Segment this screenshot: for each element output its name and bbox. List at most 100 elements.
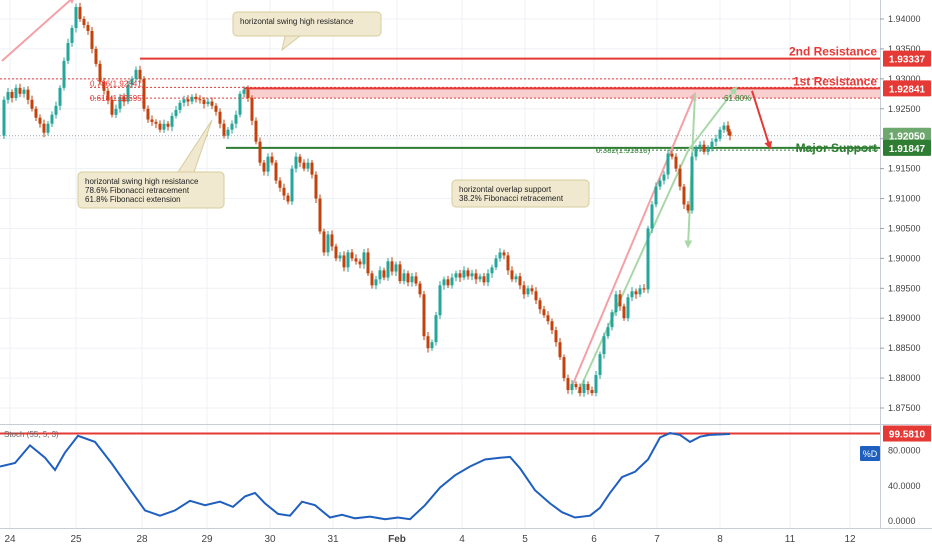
time-tick-label: 29 xyxy=(201,534,213,545)
candle-body xyxy=(630,291,634,298)
candle-body xyxy=(30,99,34,109)
candle-body xyxy=(682,186,686,205)
time-tick-label: 30 xyxy=(264,534,276,545)
price-tick-label: 1.88500 xyxy=(888,343,921,353)
candle-body xyxy=(434,315,438,343)
candle-body xyxy=(570,384,574,391)
candle-body xyxy=(186,99,190,102)
fib-ext-label: 61.80% xyxy=(724,94,751,103)
candle-body xyxy=(230,123,234,130)
candle-body xyxy=(318,198,322,232)
stoch-tick-label: 80.0000 xyxy=(888,446,921,456)
callout-top: horizontal swing high resistance xyxy=(232,11,382,52)
candle-body xyxy=(394,264,398,272)
candle-body xyxy=(218,111,222,124)
candle-body xyxy=(522,285,526,295)
candle-body xyxy=(98,63,102,82)
candle-body xyxy=(254,120,258,142)
candle-body xyxy=(722,125,726,130)
projection-arrow xyxy=(751,90,773,150)
fib-618-label: 0.618(1.92695) xyxy=(90,94,145,103)
candle-body xyxy=(270,156,274,163)
callout-text: 78.6% Fibonacci retracement xyxy=(85,186,190,195)
callout-box xyxy=(77,171,225,209)
price-tick-label: 1.91500 xyxy=(888,164,921,174)
stoch-level-value: 99.5810 xyxy=(889,430,926,441)
candle-body xyxy=(54,105,58,115)
candle-body xyxy=(138,69,142,79)
candle-body xyxy=(510,270,514,280)
candle-body xyxy=(538,300,542,310)
candle-body xyxy=(594,375,598,394)
candle-body xyxy=(242,89,246,94)
candle-body xyxy=(450,277,454,286)
fib-ext-arrow-4 xyxy=(687,86,738,152)
price-badge-r2 xyxy=(883,50,931,67)
candle-body xyxy=(262,162,266,172)
candle-body xyxy=(442,279,446,286)
candle-body xyxy=(406,273,410,283)
callout-box xyxy=(232,11,382,37)
time-tick-label: 4 xyxy=(459,534,465,545)
candlestick-series xyxy=(2,2,732,397)
candle-body xyxy=(590,390,594,394)
candle-body xyxy=(338,255,342,259)
candle-body xyxy=(74,7,78,28)
candle-body xyxy=(382,270,386,278)
candle-body xyxy=(674,156,678,169)
time-tick-label: Feb xyxy=(388,534,406,545)
candle-body xyxy=(122,96,126,102)
candle-body xyxy=(690,156,694,211)
candle-body xyxy=(154,121,158,124)
candle-body xyxy=(118,96,122,109)
price-badge-value: 1.93337 xyxy=(889,55,926,66)
candle-body xyxy=(534,291,538,301)
candle-body xyxy=(446,279,450,286)
stoch-label: Stoch (55, 5, 3) xyxy=(4,430,59,439)
price-badge-value: 1.92841 xyxy=(889,84,926,95)
candle-body xyxy=(526,288,530,295)
candle-body xyxy=(14,87,18,98)
callout-text: 38.2% Fibonacci retracement xyxy=(459,194,564,203)
time-tick-label: 28 xyxy=(136,534,148,545)
price-tick-label: 1.88000 xyxy=(888,373,921,383)
callout-text: 61.8% Fibonacci extension xyxy=(85,195,181,204)
candle-body xyxy=(618,294,622,307)
candle-body xyxy=(34,108,38,118)
candle-body xyxy=(182,99,186,103)
candle-body xyxy=(114,108,118,115)
level-label-r2: 2nd Resistance xyxy=(789,45,877,59)
candle-body xyxy=(190,96,194,102)
candle-body xyxy=(494,258,498,268)
candle-body xyxy=(566,378,570,391)
candle-body xyxy=(46,123,50,133)
candle-body xyxy=(214,105,218,112)
time-tick-label: 25 xyxy=(70,534,82,545)
candle-body xyxy=(354,258,358,262)
candle-body xyxy=(662,174,666,181)
candle-body xyxy=(694,147,698,157)
candle-body xyxy=(418,283,422,295)
candle-body xyxy=(642,288,646,290)
candle-body xyxy=(378,270,382,280)
candle-body xyxy=(330,234,334,247)
candle-body xyxy=(70,27,74,43)
candle-body xyxy=(362,252,366,265)
price-tick-label: 1.89000 xyxy=(888,313,921,323)
candle-body xyxy=(274,162,278,181)
candle-body xyxy=(62,60,66,88)
candle-body xyxy=(514,276,518,280)
candle-body xyxy=(174,109,178,116)
price-badge-last xyxy=(883,127,931,144)
candle-body xyxy=(162,123,166,130)
candle-body xyxy=(26,89,30,100)
candle-body xyxy=(626,297,630,319)
candle-body xyxy=(6,92,10,100)
candle-body xyxy=(686,204,690,211)
candle-body xyxy=(430,342,434,349)
candle-body xyxy=(66,42,70,61)
candle-body xyxy=(210,101,214,106)
candle-body xyxy=(38,117,42,124)
